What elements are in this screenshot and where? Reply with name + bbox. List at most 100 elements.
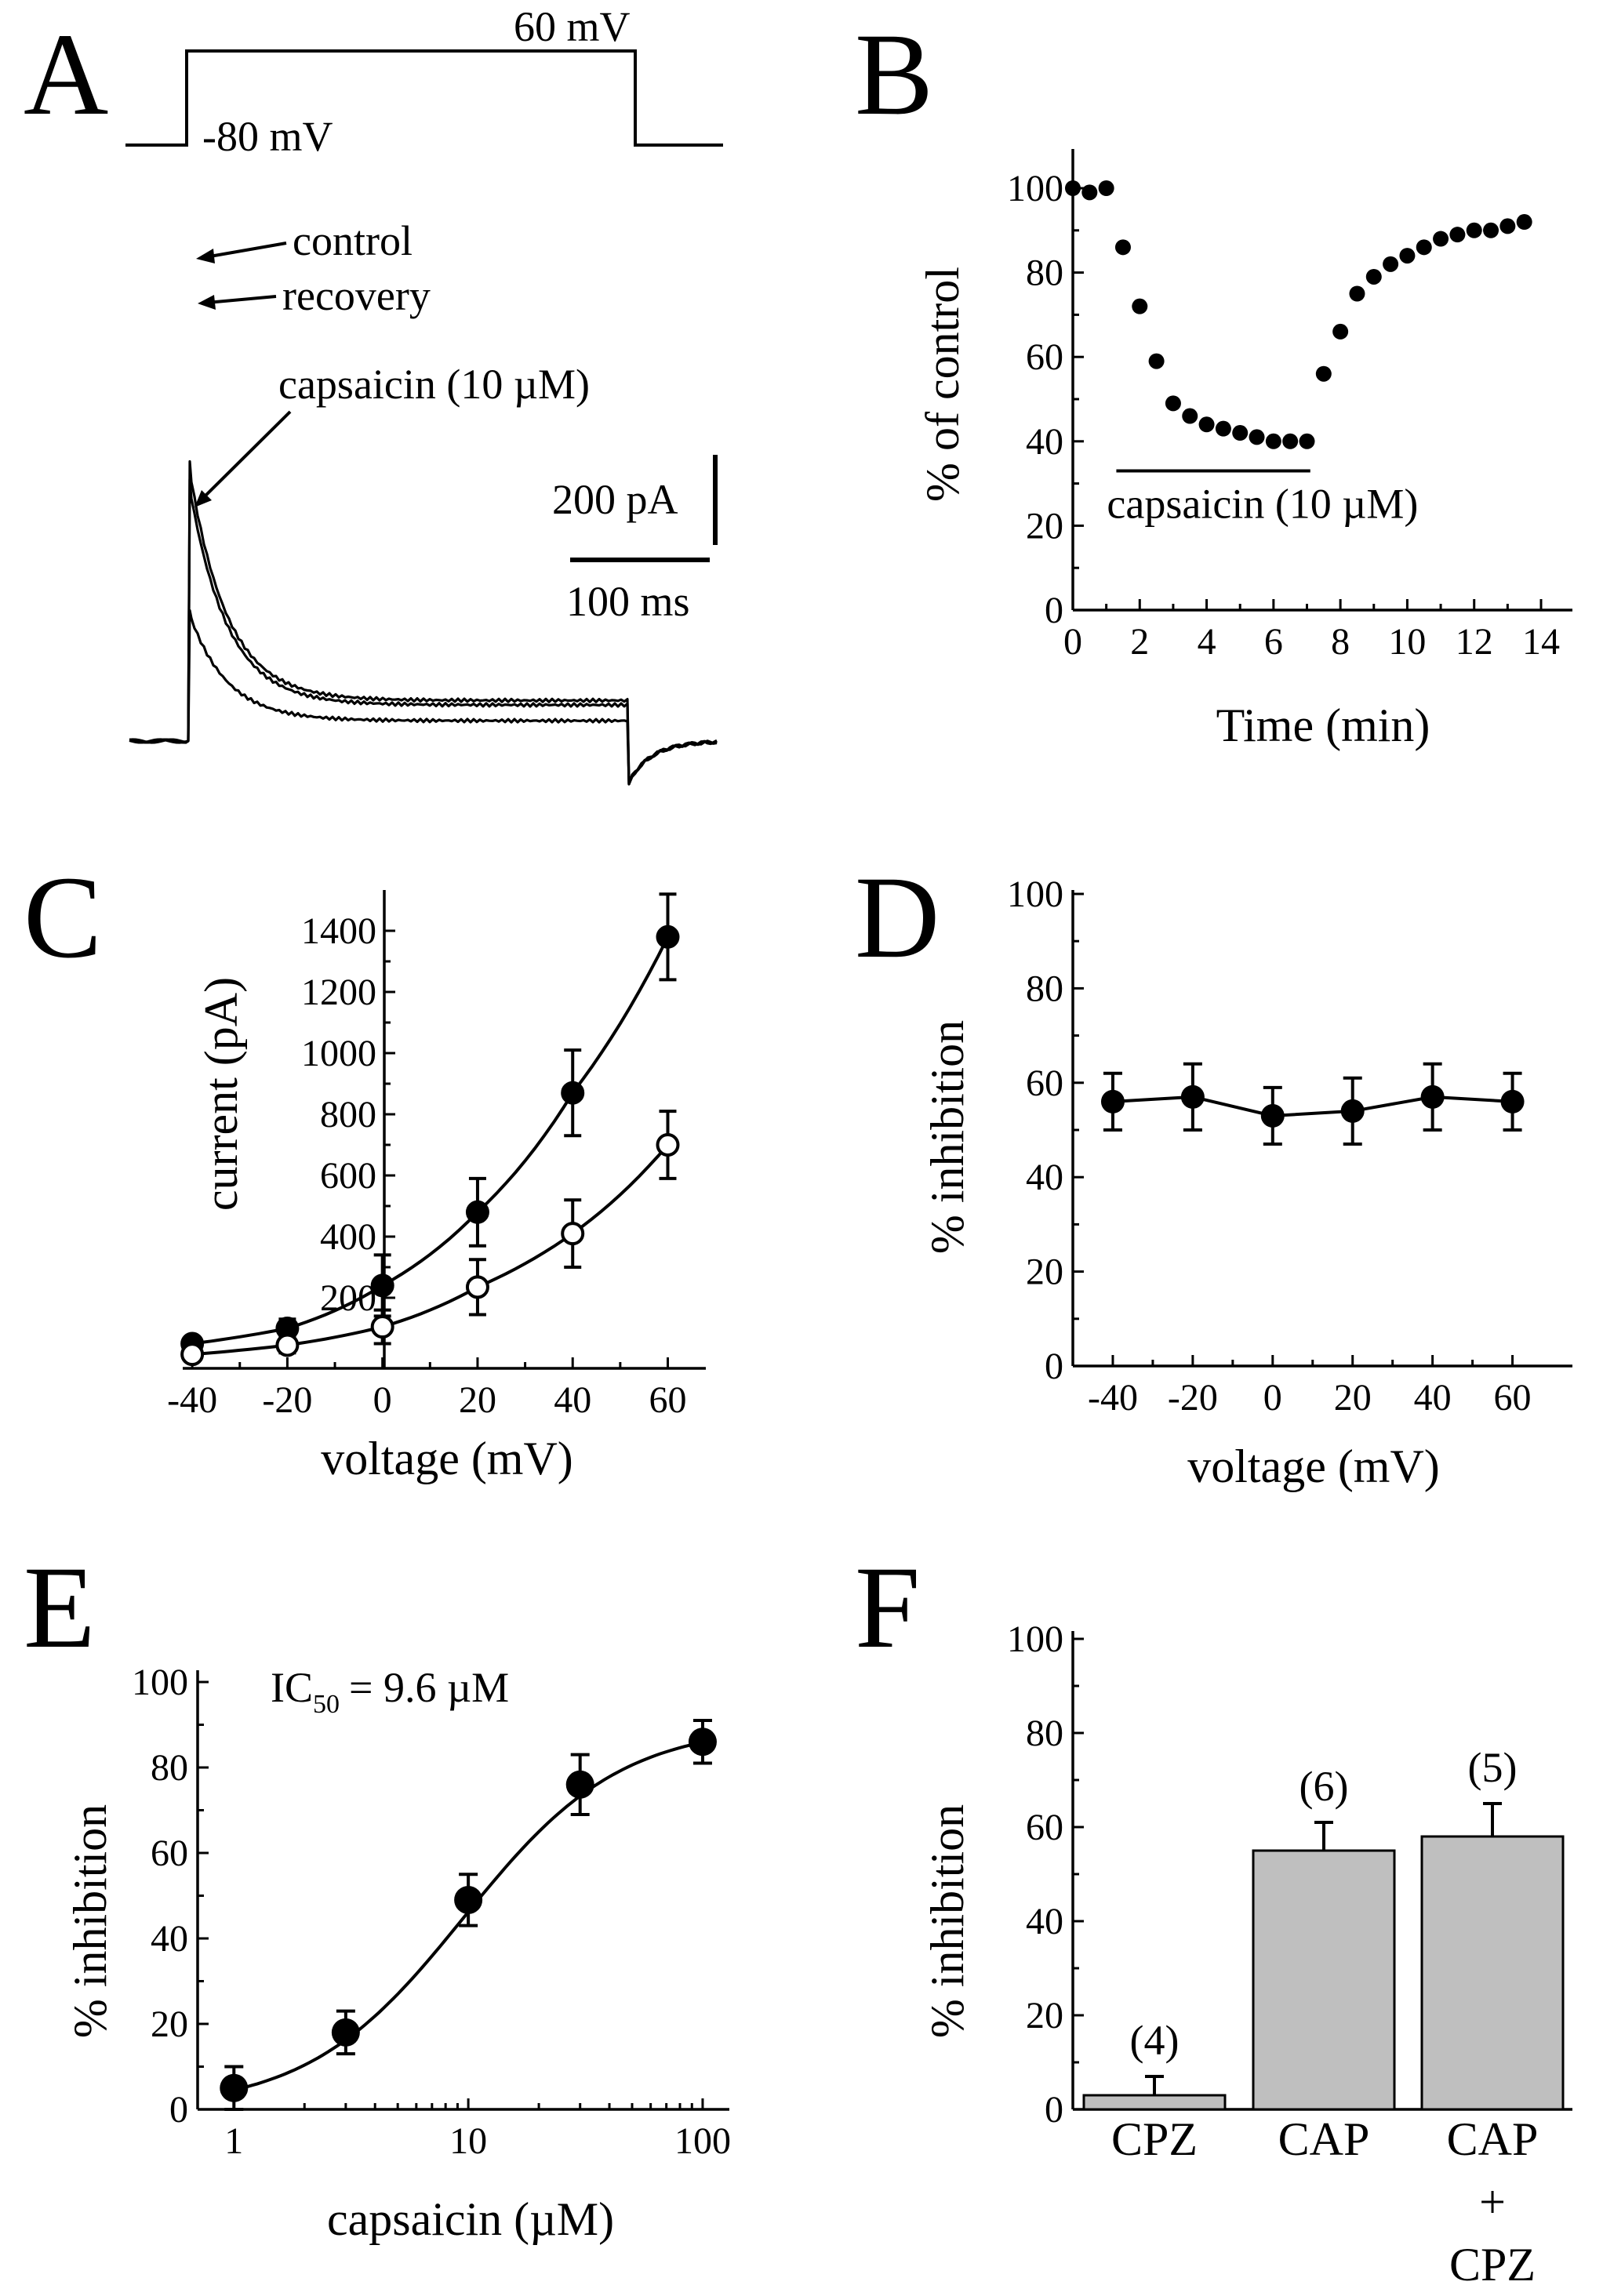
- data-point: [1100, 1089, 1125, 1113]
- data-point: [1260, 1103, 1285, 1128]
- x-tick-label: 100: [674, 2120, 731, 2162]
- panel-e-xlabel: capsaicin (µM): [327, 2193, 614, 2245]
- y-tick-label: 60: [1026, 1063, 1063, 1104]
- x-tick-label: 0: [373, 1379, 392, 1421]
- y-tick-label: 1200: [301, 972, 376, 1013]
- panel-d-data: [1100, 1062, 1525, 1146]
- data-point-capsaicin: [656, 1133, 680, 1157]
- y-tick-label: 0: [169, 2089, 188, 2131]
- trace-label-control: control: [293, 217, 413, 264]
- x-tick-label: 40: [554, 1379, 591, 1421]
- trace-label-recovery: recovery: [282, 272, 431, 319]
- x-tick-label: 14: [1522, 621, 1560, 663]
- data-point-capsaicin: [180, 1342, 205, 1367]
- trace-arrows: [194, 242, 292, 507]
- data-point-capsaicin: [561, 1222, 585, 1246]
- connecting-line: [1112, 1095, 1513, 1117]
- y-tick-label: 40: [1026, 421, 1063, 463]
- panel-b-data: [1065, 180, 1532, 449]
- panel-a: A -80 mV 60 mV control recovery capsaici…: [24, 3, 723, 786]
- panel-e-data: [220, 1719, 717, 2111]
- data-point: [1349, 285, 1365, 302]
- y-tick-label: 20: [151, 2004, 188, 2045]
- data-point-capsaicin: [275, 1333, 300, 1357]
- x-tick-label: 1: [224, 2120, 243, 2162]
- capsaicin-application-label: capsaicin (10 µM): [1107, 480, 1418, 527]
- data-point: [1516, 214, 1532, 231]
- y-tick-label: 400: [320, 1216, 376, 1258]
- panel-f: F 0 20 40 60 80 100 (4) CPZ (6) CAP (5) CAP + CPZ % …: [855, 1542, 1572, 2291]
- panel-letter-e: E: [24, 1542, 96, 1673]
- category-label: +: [1479, 2176, 1506, 2228]
- panel-letter-a: A: [24, 9, 108, 140]
- data-point: [1148, 353, 1165, 369]
- data-point: [1500, 1089, 1525, 1113]
- x-tick-label: 12: [1456, 621, 1493, 663]
- panel-e-axes: 0 20 40 60 80 100 1 10 100: [132, 1662, 731, 2162]
- y-tick-label: 100: [1007, 874, 1063, 915]
- time-scale-label: 100 ms: [566, 578, 690, 625]
- y-tick-label: 100: [1007, 168, 1063, 209]
- y-tick-label: 0: [1045, 590, 1063, 631]
- y-tick-label: 1000: [301, 1033, 376, 1074]
- data-point: [1340, 1099, 1365, 1123]
- data-point: [1132, 298, 1148, 314]
- y-tick-label: 40: [1026, 1157, 1063, 1198]
- data-point: [1383, 256, 1399, 272]
- y-tick-label: 100: [132, 1662, 188, 1703]
- x-tick-label: 4: [1198, 621, 1216, 663]
- x-tick-label: 60: [1494, 1377, 1532, 1419]
- data-point: [1198, 416, 1215, 433]
- n-label: (5): [1468, 1744, 1518, 1791]
- arrow-capsaicin: [199, 410, 292, 502]
- y-tick-label: 60: [151, 1833, 188, 1874]
- data-point: [220, 2073, 249, 2102]
- data-point: [565, 1770, 594, 1799]
- x-tick-label: 60: [649, 1379, 686, 1421]
- y-tick-label: 600: [320, 1155, 376, 1197]
- data-point: [454, 1885, 483, 1914]
- panel-e: E 0 20 40 60 80 100 1 10 100 IC50 = 9.6 µM capsai…: [24, 1542, 731, 2245]
- data-point: [1416, 239, 1432, 256]
- current-trace-control: [129, 460, 718, 786]
- x-tick-label: 8: [1331, 621, 1350, 663]
- fit-curve-control: [191, 935, 670, 1346]
- category-label: CPZ: [1449, 2239, 1536, 2291]
- x-tick-label: 10: [449, 2120, 487, 2162]
- panel-f-ylabel: % inhibition: [921, 1804, 973, 2038]
- panel-d-ylabel: % inhibition: [921, 1020, 973, 1254]
- panel-b-ylabel: % of control: [917, 267, 969, 502]
- y-tick-label: 60: [1026, 1807, 1063, 1848]
- data-point: [1182, 408, 1198, 424]
- y-tick-label: 20: [1026, 1252, 1063, 1293]
- panel-b-axes: 0 20 40 60 80 100 0 2 4 6 8 10 12 14: [1007, 149, 1572, 663]
- y-tick-label: 20: [1026, 1995, 1063, 2036]
- panel-d-xlabel: voltage (mV): [1187, 1440, 1440, 1492]
- x-tick-label: -40: [1088, 1377, 1138, 1419]
- data-point-capsaicin: [465, 1275, 489, 1299]
- arrow-control: [205, 242, 287, 259]
- data-point-control: [370, 1273, 394, 1298]
- x-tick-label: -40: [167, 1379, 217, 1421]
- data-point: [1165, 395, 1181, 412]
- x-tick-label: -20: [1168, 1377, 1218, 1419]
- x-tick-label: 0: [1063, 621, 1082, 663]
- bar: [1252, 1849, 1396, 2111]
- x-tick-label: 0: [1263, 1377, 1282, 1419]
- y-tick-label: 80: [151, 1747, 188, 1789]
- panel-e-ylabel: % inhibition: [64, 1804, 116, 2038]
- arrowhead-control: [196, 249, 215, 263]
- n-label: (6): [1299, 1763, 1349, 1810]
- ic50-subscript: 50: [313, 1690, 340, 1719]
- ic50-label: IC50 = 9.6 µM: [271, 1664, 509, 1719]
- panel-letter-f: F: [855, 1542, 920, 1673]
- data-point: [1180, 1084, 1205, 1109]
- data-point: [1282, 433, 1299, 449]
- y-tick-label: 0: [1045, 2089, 1063, 2131]
- current-trace-capsaicin: [129, 609, 718, 786]
- y-tick-label: 60: [1026, 336, 1063, 378]
- x-tick-label: 40: [1414, 1377, 1452, 1419]
- arrow-recovery: [206, 295, 277, 304]
- panel-c-xlabel: voltage (mV): [321, 1433, 573, 1484]
